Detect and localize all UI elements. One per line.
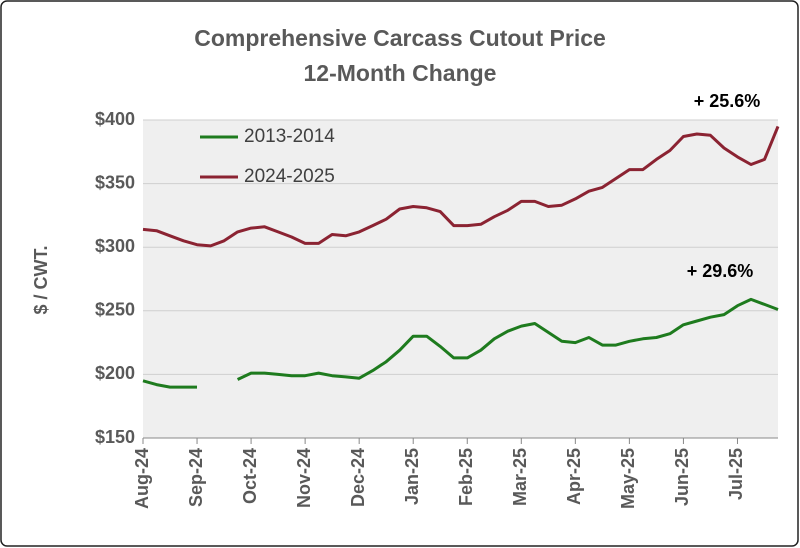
series-line — [142, 297, 779, 389]
legend-label: 2024-2025 — [244, 166, 335, 187]
x-tick-label: Mar-25 — [510, 448, 530, 506]
y-tick-label: $350 — [95, 172, 135, 192]
x-tick-label: Dec-24 — [348, 448, 368, 507]
x-tick-label: Jan-25 — [402, 448, 422, 505]
x-tick-label: Jul-25 — [726, 448, 746, 500]
annotation: + 25.6% — [694, 91, 761, 111]
legend-label: 2013-2014 — [244, 126, 335, 147]
x-tick-label: Aug-24 — [132, 448, 152, 509]
y-tick-label: $200 — [95, 363, 135, 383]
x-tick-label: Feb-25 — [456, 448, 476, 506]
y-tick-label: $400 — [95, 109, 135, 129]
y-tick-label: $300 — [95, 236, 135, 256]
x-tick-label: Nov-24 — [294, 448, 314, 508]
x-tick-label: Jun-25 — [672, 448, 692, 506]
y-tick-label: $150 — [95, 427, 135, 447]
chart-title: Comprehensive Carcass Cutout Price — [194, 25, 606, 51]
y-tick-label: $250 — [95, 300, 135, 320]
x-tick-label: Oct-24 — [240, 448, 260, 504]
x-tick-label: Apr-25 — [564, 448, 584, 505]
series-line — [142, 125, 780, 248]
annotation: + 29.6% — [687, 261, 754, 281]
y-axis-label: $ / CWT. — [31, 245, 51, 314]
chart-subtitle: 12-Month Change — [304, 60, 497, 86]
x-tick-label: Sep-24 — [186, 448, 206, 507]
plot-area — [143, 120, 778, 438]
x-tick-label: May-25 — [618, 448, 638, 509]
